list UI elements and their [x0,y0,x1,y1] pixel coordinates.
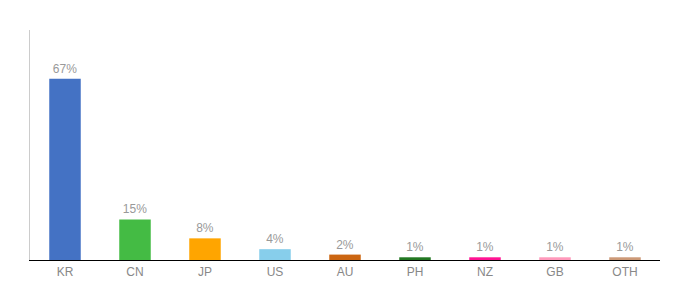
svg-text:1%: 1% [546,240,564,254]
svg-text:AU: AU [337,265,354,279]
svg-text:JP: JP [198,265,212,279]
svg-text:OTH: OTH [612,265,637,279]
svg-text:4%: 4% [266,232,284,246]
svg-text:NZ: NZ [477,265,493,279]
svg-text:15%: 15% [123,202,147,216]
svg-text:8%: 8% [196,221,214,235]
svg-text:CN: CN [126,265,143,279]
svg-text:67%: 67% [53,62,77,76]
svg-text:US: US [267,265,284,279]
svg-text:KR: KR [57,265,74,279]
svg-text:GB: GB [546,265,563,279]
svg-text:1%: 1% [616,240,634,254]
svg-text:PH: PH [407,265,424,279]
svg-text:1%: 1% [476,240,494,254]
svg-text:1%: 1% [406,240,424,254]
svg-text:2%: 2% [336,238,354,252]
